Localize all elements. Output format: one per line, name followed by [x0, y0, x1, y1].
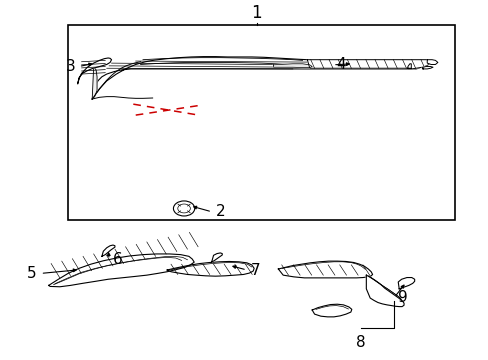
Text: 5: 5	[27, 266, 37, 281]
Polygon shape	[273, 64, 311, 68]
Polygon shape	[307, 60, 431, 69]
Polygon shape	[49, 254, 194, 287]
Text: 4: 4	[336, 57, 346, 72]
Polygon shape	[311, 304, 351, 317]
Text: 1: 1	[251, 4, 262, 22]
Text: 7: 7	[250, 262, 260, 278]
Polygon shape	[397, 278, 414, 289]
Polygon shape	[102, 245, 115, 256]
Polygon shape	[427, 60, 437, 64]
Polygon shape	[167, 261, 254, 276]
Polygon shape	[422, 67, 432, 69]
Polygon shape	[78, 58, 111, 84]
Polygon shape	[278, 261, 372, 278]
Polygon shape	[92, 57, 430, 99]
Text: 8: 8	[355, 335, 365, 350]
Text: 2: 2	[215, 204, 224, 219]
Polygon shape	[366, 275, 403, 307]
Circle shape	[178, 204, 190, 213]
Bar	[68, 26, 454, 220]
Text: 9: 9	[397, 290, 407, 305]
Text: 6: 6	[112, 252, 122, 267]
Polygon shape	[92, 67, 97, 99]
Text: 3: 3	[65, 59, 75, 74]
Circle shape	[173, 201, 194, 216]
Polygon shape	[211, 253, 222, 262]
